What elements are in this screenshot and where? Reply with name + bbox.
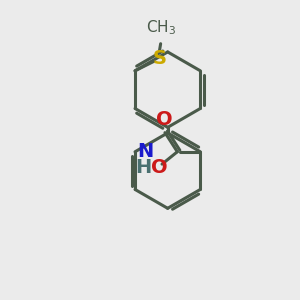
Text: O: O [151, 158, 167, 177]
Text: O: O [156, 110, 172, 129]
Text: H: H [135, 158, 151, 177]
Text: N: N [137, 142, 154, 161]
Text: CH$_3$: CH$_3$ [146, 18, 176, 37]
Text: S: S [152, 49, 166, 68]
